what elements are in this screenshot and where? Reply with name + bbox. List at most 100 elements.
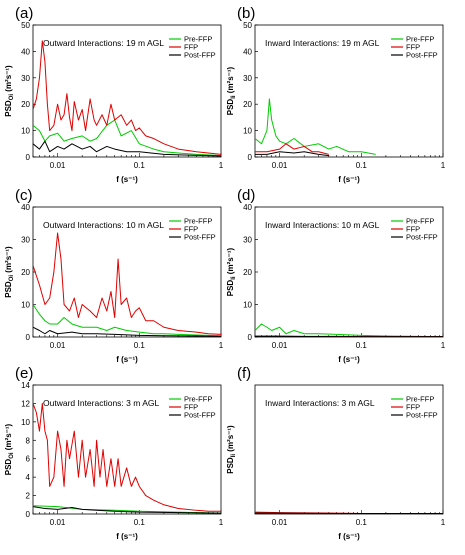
panel-2: 0 10 20 30 40 50 0.01 0.1 1 (b) Inward Interaction… <box>226 5 446 184</box>
y-axis-label: PSDIi (m²s⁻¹) <box>226 247 237 296</box>
x-tick-label: 1 <box>219 341 224 350</box>
y-tick-label: 50 <box>21 21 30 30</box>
panel-1: 0 10 20 30 40 50 0.01 0.1 1 (a) Outward Interactio… <box>4 5 224 184</box>
legend-label: Post-FFP <box>406 233 438 242</box>
series-line-pre-ffp <box>255 324 443 337</box>
y-axis-label-unit: (m²s⁻¹) <box>226 66 235 95</box>
legend-label: Post-FFP <box>184 51 216 60</box>
x-axis-label: f (s⁻¹) <box>116 355 138 364</box>
y-tick-label: 10 <box>243 301 252 310</box>
y-tick-label: 6 <box>26 455 31 464</box>
y-tick-label: 0 <box>26 153 31 162</box>
x-tick-label: 0.1 <box>356 341 368 350</box>
y-tick-label: 30 <box>243 236 252 245</box>
y-tick-label: 40 <box>21 203 30 212</box>
x-tick-label: 1 <box>219 518 224 527</box>
y-tick-label: 20 <box>21 100 30 109</box>
x-tick-label: 0.01 <box>272 518 288 527</box>
y-axis-label-main: PSD <box>4 100 13 117</box>
x-tick-label: 0.01 <box>50 518 66 527</box>
y-axis-label: PSDOi (m²s⁻¹) <box>4 423 15 475</box>
y-tick-label: 14 <box>21 381 30 390</box>
y-tick-label: 30 <box>21 236 30 245</box>
series-line-pre-ffp <box>33 305 221 336</box>
y-tick-label: 40 <box>21 47 30 56</box>
y-tick-label: 40 <box>243 203 252 212</box>
x-axis-label: f (s⁻¹) <box>116 532 138 541</box>
y-tick-label: 10 <box>21 301 30 310</box>
panel-label: (b) <box>237 5 255 22</box>
panel-label: (d) <box>237 187 255 204</box>
panel-label: (c) <box>15 187 33 204</box>
series-line-ffp <box>33 403 221 511</box>
y-axis-label-main: PSD <box>226 280 235 297</box>
x-tick-label: 0.1 <box>356 161 368 170</box>
y-tick-label: 50 <box>243 21 252 30</box>
x-axis-label: f (s⁻¹) <box>338 355 360 364</box>
x-tick-label: 1 <box>219 161 224 170</box>
y-tick-label: 0 <box>248 153 253 162</box>
x-tick-label: 1 <box>441 161 446 170</box>
y-axis-label: PSDOi (m²s⁻¹) <box>4 65 15 117</box>
y-axis-label-main: PSD <box>4 459 13 476</box>
panel-label: (f) <box>237 365 251 382</box>
x-tick-label: 0.1 <box>134 518 146 527</box>
panel-annotation: Outward Interactions: 10 m AGL <box>43 220 164 230</box>
series-line-pre-ffp <box>255 99 376 154</box>
y-tick-label: 8 <box>26 436 31 445</box>
y-tick-label: 20 <box>243 100 252 109</box>
y-axis-label-unit: (m²s⁻¹) <box>4 65 13 94</box>
y-axis-label-unit: (m²s⁻¹) <box>4 246 13 275</box>
panel-6: 0.01 0.1 1 (f) Inward Interactions: 3 m AGL P… <box>226 365 446 541</box>
x-tick-label: 0.01 <box>272 341 288 350</box>
y-tick-label: 40 <box>243 47 252 56</box>
series-line-ffp <box>33 233 221 334</box>
legend-label: Post-FFP <box>184 233 216 242</box>
x-axis-label: f (s⁻¹) <box>116 175 138 184</box>
y-axis-label-main: PSD <box>226 99 235 116</box>
series-line-post-ffp <box>255 152 329 156</box>
legend-label: Post-FFP <box>406 411 438 420</box>
y-axis-label-main: PSD <box>226 457 235 474</box>
y-tick-label: 10 <box>21 418 30 427</box>
panel-annotation: Outward Interactions: 19 m AGL <box>43 38 164 48</box>
y-tick-label: 4 <box>26 473 31 482</box>
x-axis-label: f (s⁻¹) <box>338 532 360 541</box>
y-tick-label: 20 <box>243 268 252 277</box>
panel-label: (a) <box>15 5 33 22</box>
y-tick-label: 0 <box>26 333 31 342</box>
x-tick-label: 1 <box>441 518 446 527</box>
y-axis-label: PSDOi (m²s⁻¹) <box>4 246 15 298</box>
y-tick-label: 0 <box>26 510 31 519</box>
panel-annotation: Inward Interactions: 10 m AGL <box>265 220 380 230</box>
panel-annotation: Inward Interactions: 3 m AGL <box>265 398 375 408</box>
panel-3: 0 10 20 30 40 0.01 0.1 1 (c) Outward Interactions… <box>4 187 224 364</box>
y-tick-label: 10 <box>21 127 30 136</box>
legend-label: Post-FFP <box>406 51 438 60</box>
y-axis-label: PSDIi (m²s⁻¹) <box>226 66 237 115</box>
y-axis-label: PSDIi (m²s⁻¹) <box>226 425 237 474</box>
y-tick-label: 30 <box>243 74 252 83</box>
x-tick-label: 0.01 <box>50 341 66 350</box>
panel-4: 0 10 20 30 40 0.01 0.1 1 (d) Inward Interactions:… <box>226 187 446 364</box>
x-tick-label: 0.01 <box>272 161 288 170</box>
y-tick-label: 20 <box>21 268 30 277</box>
y-axis-label-unit: (m²s⁻¹) <box>226 425 235 454</box>
y-tick-label: 30 <box>21 74 30 83</box>
x-tick-label: 0.1 <box>134 161 146 170</box>
y-tick-label: 12 <box>21 399 30 408</box>
x-tick-label: 0.01 <box>50 161 66 170</box>
x-tick-label: 0.1 <box>356 518 368 527</box>
panel-annotation: Inward Interactions: 19 m AGL <box>265 38 380 48</box>
x-tick-label: 0.1 <box>134 341 146 350</box>
panel-label: (e) <box>15 365 33 382</box>
y-axis-label-unit: (m²s⁻¹) <box>226 247 235 276</box>
y-axis-label-unit: (m²s⁻¹) <box>4 423 13 452</box>
x-tick-label: 1 <box>441 341 446 350</box>
y-tick-label: 10 <box>243 127 252 136</box>
x-axis-label: f (s⁻¹) <box>338 175 360 184</box>
y-tick-label: 0 <box>248 333 253 342</box>
